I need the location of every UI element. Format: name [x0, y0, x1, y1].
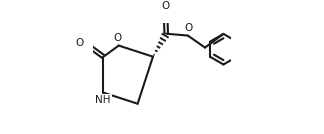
Text: O: O [161, 1, 170, 11]
Text: O: O [114, 33, 122, 43]
Text: O: O [184, 23, 192, 33]
Text: O: O [76, 38, 84, 48]
Text: NH: NH [95, 95, 110, 105]
